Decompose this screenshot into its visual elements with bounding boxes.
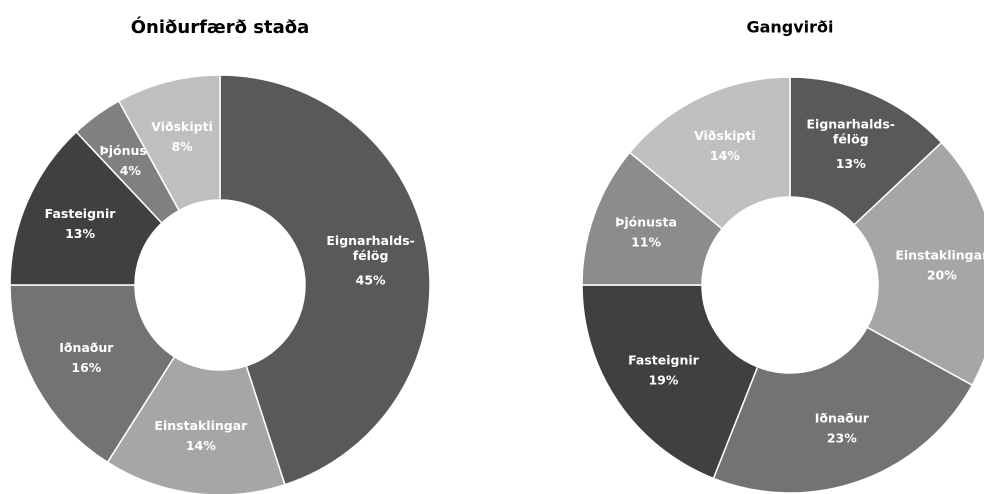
slice-value-label: 16% — [71, 360, 101, 375]
slice-label: Eignarhalds-félög — [326, 233, 414, 263]
slice-label: Eignarhalds-félög — [807, 116, 895, 146]
slice-value-label: 11% — [631, 235, 661, 250]
slice-value-label: 45% — [356, 273, 386, 288]
slice-value-label: 14% — [710, 148, 740, 163]
donut-slice — [106, 355, 286, 494]
slice-label: Iðnaður — [59, 340, 114, 355]
chart-title: Óniðurfærð staða — [131, 16, 310, 38]
slice-label: Viðskipti — [694, 128, 756, 143]
slice-label: Einstaklingar — [895, 247, 984, 262]
slice-value-label: 19% — [648, 372, 678, 387]
slice-value-label: 20% — [927, 267, 957, 282]
slice-label: Viðskipti — [151, 119, 213, 134]
donut-slice — [628, 76, 791, 230]
donut-slice — [117, 74, 221, 212]
donut-slice — [9, 284, 176, 464]
donut-slice — [789, 76, 943, 226]
slice-label: Þjónusta — [615, 215, 677, 230]
donut-slice — [219, 74, 431, 486]
slice-value-label: 14% — [186, 438, 216, 453]
slice-value-label: 23% — [827, 430, 857, 445]
chart-title: Gangvirði — [746, 18, 833, 37]
donut-slice — [853, 141, 984, 387]
slice-value-label: 13% — [836, 156, 866, 171]
slice-label: Fasteignir — [628, 352, 700, 367]
donut-slice — [9, 130, 163, 286]
slice-value-label: 4% — [120, 163, 142, 178]
slice-label: Fasteignir — [45, 206, 117, 221]
donut-slice — [712, 326, 974, 494]
slice-value-label: 8% — [171, 139, 193, 154]
slice-value-label: 13% — [65, 226, 95, 241]
slice-label: Iðnaður — [815, 410, 870, 425]
donut-slice — [581, 284, 759, 480]
slice-label: Einstaklingar — [154, 418, 248, 433]
